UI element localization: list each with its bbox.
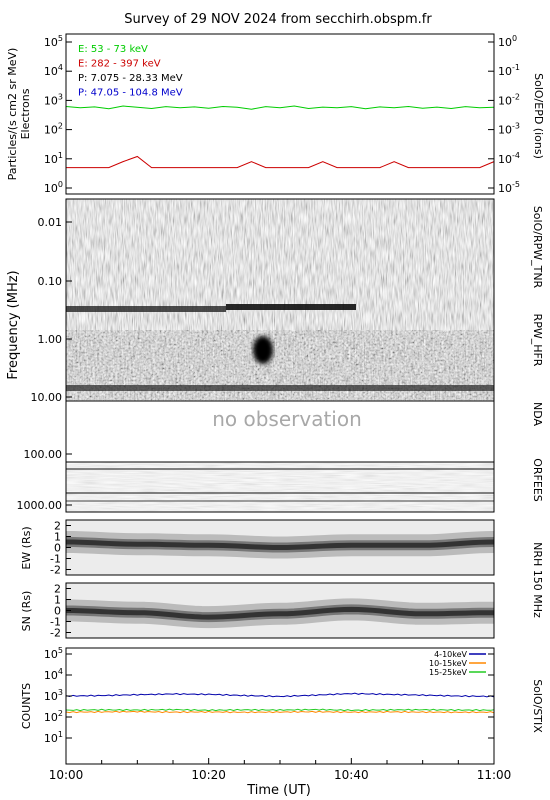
- epd-tick-label: 101: [44, 151, 63, 166]
- epd-legend-entry: E: 282 - 397 keV: [78, 59, 161, 70]
- epd-right-tick-label: 10-2: [498, 92, 520, 107]
- epd-right-tick-label: 10-4: [498, 151, 520, 166]
- epd-right-ticks: 10-5 10-4 10-3 10-2 10-1 100: [488, 34, 520, 195]
- epd-tick-label: 100: [44, 180, 63, 195]
- x-tick-label: 10:00: [49, 768, 84, 782]
- nrh-band-core: [65, 606, 495, 620]
- epd-ylabel-electrons: Electrons: [19, 88, 32, 139]
- spec-tick-label: 0.01: [38, 216, 63, 229]
- nda-label: NDA: [531, 402, 544, 427]
- epd-series-line: [65, 105, 495, 110]
- epd-right-tick-label: 100: [498, 34, 517, 49]
- time-xlabel: Time (UT): [246, 783, 311, 798]
- spec-tick-label: 1.00: [38, 333, 63, 346]
- no-observation-label: no observation: [212, 407, 362, 431]
- epd-legend-entry: P: 47.05 - 104.8 MeV: [78, 88, 183, 99]
- nrh-sn-plot: [62, 598, 498, 629]
- sn-ylabel: SN (Rs): [20, 591, 33, 632]
- spectrogram-y-ticks: 0.01 0.10 1.00 10.00 100.00 1000.00: [17, 216, 72, 512]
- stix-legend-label: 4-10keV: [434, 650, 467, 659]
- spec-tick-label: 10.00: [31, 391, 63, 404]
- stix-tick-label: 103: [44, 688, 63, 703]
- stix-tick-label: 102: [44, 709, 63, 724]
- spec-tick-label: 1000.00: [17, 499, 63, 512]
- stix-legend-label: 15-25keV: [429, 668, 468, 677]
- frequency-ylabel: Frequency (MHz): [6, 270, 21, 379]
- epd-series-line: [66, 155, 495, 169]
- x-tick-label: 10:20: [191, 768, 226, 782]
- nrh-tick-label: -1: [50, 553, 61, 566]
- x-tick-label: 11:00: [477, 768, 512, 782]
- stix-series-line: [65, 708, 495, 712]
- epd-right-tick-label: 10-5: [498, 180, 520, 195]
- nrh-ew-y-ticks: 210-1-2: [50, 520, 71, 577]
- time-x-ticks: 10:00 10:20 10:40 11:00: [49, 758, 512, 782]
- stix-y-ticks: 101 102 103 104 105: [44, 646, 494, 745]
- epd-legend-entry: P: 7.075 - 28.33 MeV: [78, 73, 183, 84]
- epd-right-tick-label: 10-1: [498, 63, 520, 78]
- epd-y-ticks: 100 101 102 103 104 105: [44, 34, 72, 195]
- nrh-tick-label: -2: [50, 627, 61, 640]
- counts-ylabel: COUNTS: [20, 683, 33, 729]
- epd-tick-label: 104: [44, 63, 63, 78]
- epd-right-tick-label: 10-3: [498, 122, 520, 137]
- nrh-tick-label: 0: [54, 605, 61, 618]
- tnr-label: SolO/RPW_TNR: [531, 206, 544, 289]
- nrh-tick-label: 1: [54, 594, 61, 607]
- stix-tick-label: 104: [44, 667, 63, 682]
- nrh-tick-label: -1: [50, 616, 61, 629]
- nrh-tick-label: 2: [54, 520, 61, 533]
- nrh-tick-label: 0: [54, 542, 61, 555]
- nrh-sn-y-ticks: 210-1-2: [50, 583, 71, 640]
- nrh-tick-label: 1: [54, 531, 61, 544]
- x-tick-label: 10:40: [334, 768, 369, 782]
- nrh-tick-label: -2: [50, 564, 61, 577]
- stix-legend-label: 10-15keV: [429, 659, 468, 668]
- nrh-band-core: [65, 539, 495, 550]
- stix-right-label: SolO/STIX: [531, 679, 544, 733]
- stix-plot: [65, 692, 495, 714]
- hfr-label: RPW_HFR: [531, 314, 544, 367]
- epd-tick-label: 103: [44, 92, 63, 107]
- nrh-tick-label: 2: [54, 583, 61, 596]
- stix-tick-label: 101: [44, 730, 63, 745]
- spec-tick-label: 0.10: [38, 275, 63, 288]
- epd-legend: E: 53 - 73 keV E: 282 - 397 keV P: 7.075 -…: [78, 44, 183, 99]
- epd-right-label: SolO/EPD (ions): [532, 73, 545, 159]
- nrh-right-label: NRH 150 MHz: [531, 542, 544, 618]
- ew-ylabel: EW (Rs): [20, 526, 33, 569]
- epd-plot: [65, 105, 495, 169]
- spectrogram-panel: no observation 0.01 0.10 1.00 10.00 100.00 10…: [6, 198, 544, 513]
- epd-tick-label: 102: [44, 122, 63, 137]
- nrh-sn-panel: 210-1-2 SN (Rs): [20, 582, 498, 640]
- stix-series-line: [65, 710, 495, 714]
- figure-title: Survey of 29 NOV 2024 from secchirh.obsp…: [124, 12, 432, 27]
- nrh-ew-panel: 210-1-2 EW (Rs): [20, 519, 498, 577]
- epd-tick-label: 105: [44, 34, 63, 49]
- epd-ylabel: Particles/(s cm2 sr MeV): [6, 48, 19, 181]
- epd-legend-entry: E: 53 - 73 keV: [78, 44, 148, 55]
- stix-tick-label: 105: [44, 646, 63, 661]
- nrh-ew-plot: [62, 531, 498, 559]
- orfees-label: ORFEES: [531, 458, 544, 502]
- spec-tick-label: 100.00: [24, 448, 63, 461]
- stix-series-line: [65, 692, 495, 698]
